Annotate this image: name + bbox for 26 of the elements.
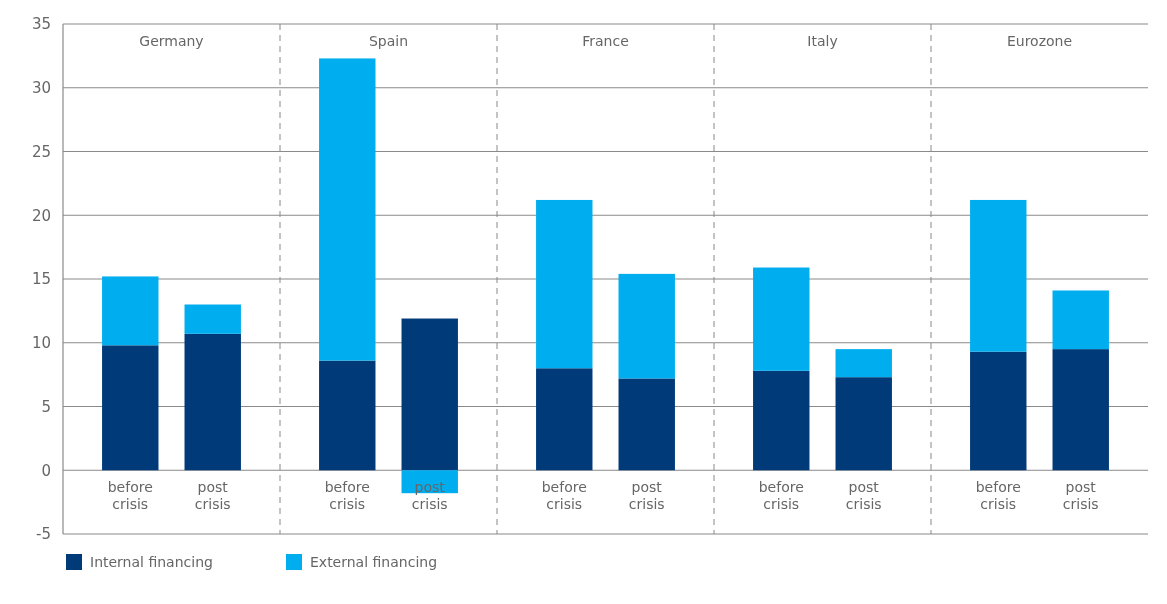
x-tick-label: before crisis	[541, 479, 587, 513]
x-tick-label: before crisis	[324, 479, 370, 513]
annotation: France	[582, 33, 629, 49]
x-tick-label: before crisis	[975, 479, 1021, 513]
x-tick-label: post crisis	[411, 479, 448, 513]
x-tick-label: before crisis	[758, 479, 804, 513]
y-tick-label: 25	[31, 142, 51, 161]
y-tick-label: 15	[31, 270, 51, 289]
x-tick-label: post crisis	[194, 479, 231, 513]
legend-label: External financing	[310, 553, 438, 570]
y-tick-label: 10	[31, 334, 51, 352]
x-tick-label: post crisis	[1062, 479, 1099, 513]
x-tick-label: post crisis	[845, 479, 882, 513]
x-tick-label: post crisis	[628, 479, 665, 513]
y-tick-label: 30	[31, 79, 51, 97]
annotation: Eurozone	[1006, 33, 1073, 49]
annotation: Italy	[807, 33, 838, 49]
annotation: Germany	[139, 33, 204, 49]
y-tick-label: 35	[31, 15, 51, 34]
x-tick-label: before crisis	[107, 479, 153, 513]
y-tick-label: 0	[41, 461, 51, 480]
legend-label: Internal financing	[90, 553, 213, 570]
annotation: Spain	[368, 33, 409, 49]
y-tick-label: 5	[41, 397, 51, 416]
y-tick-label: 20	[31, 206, 51, 225]
y-tick-label: -5	[36, 525, 51, 544]
